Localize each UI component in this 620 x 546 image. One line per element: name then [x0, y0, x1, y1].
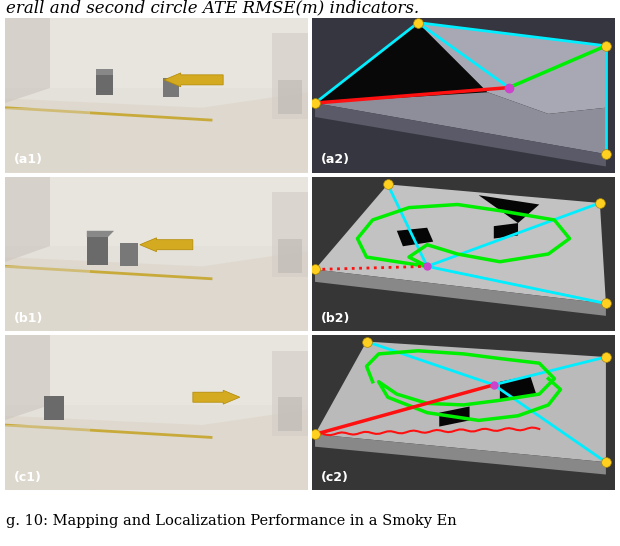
Polygon shape: [315, 103, 606, 167]
Bar: [5, 177, 308, 246]
Bar: [272, 33, 308, 118]
Bar: [5, 335, 308, 405]
Polygon shape: [5, 177, 50, 262]
Bar: [5, 108, 90, 173]
Polygon shape: [5, 335, 50, 420]
FancyArrow shape: [164, 73, 223, 87]
Text: (c1): (c1): [14, 471, 42, 484]
Polygon shape: [87, 231, 114, 237]
Polygon shape: [500, 376, 536, 400]
Polygon shape: [5, 251, 308, 331]
Bar: [45, 396, 64, 420]
Bar: [5, 425, 90, 490]
Text: (a1): (a1): [14, 153, 43, 167]
Bar: [87, 237, 108, 265]
Bar: [272, 192, 308, 277]
Polygon shape: [418, 22, 606, 114]
Bar: [278, 80, 302, 114]
Bar: [272, 351, 308, 436]
Text: g. 10: Mapping and Localization Performance in a Smoky En: g. 10: Mapping and Localization Performa…: [6, 514, 457, 528]
Text: (b2): (b2): [321, 312, 350, 325]
Bar: [5, 18, 308, 87]
Bar: [278, 239, 302, 272]
Text: (b1): (b1): [14, 312, 43, 325]
Polygon shape: [315, 434, 606, 474]
Bar: [5, 266, 90, 331]
Bar: [96, 75, 113, 96]
Polygon shape: [5, 92, 308, 173]
Polygon shape: [315, 270, 606, 316]
Polygon shape: [439, 406, 469, 426]
FancyArrow shape: [140, 238, 193, 252]
Polygon shape: [315, 341, 606, 462]
Polygon shape: [315, 22, 488, 103]
Polygon shape: [315, 22, 606, 154]
Polygon shape: [397, 228, 433, 246]
Polygon shape: [488, 46, 606, 114]
Polygon shape: [494, 223, 518, 239]
Text: (c2): (c2): [321, 471, 349, 484]
Polygon shape: [96, 69, 113, 75]
Polygon shape: [479, 195, 539, 223]
Bar: [278, 397, 302, 431]
Polygon shape: [5, 18, 50, 103]
Text: erall and second circle ATE RMSE(m) indicators.: erall and second circle ATE RMSE(m) indi…: [6, 0, 419, 16]
Bar: [162, 78, 179, 97]
FancyArrow shape: [193, 390, 240, 404]
Polygon shape: [5, 410, 308, 490]
Polygon shape: [315, 185, 606, 304]
Text: (a2): (a2): [321, 153, 350, 167]
Bar: [120, 243, 138, 266]
